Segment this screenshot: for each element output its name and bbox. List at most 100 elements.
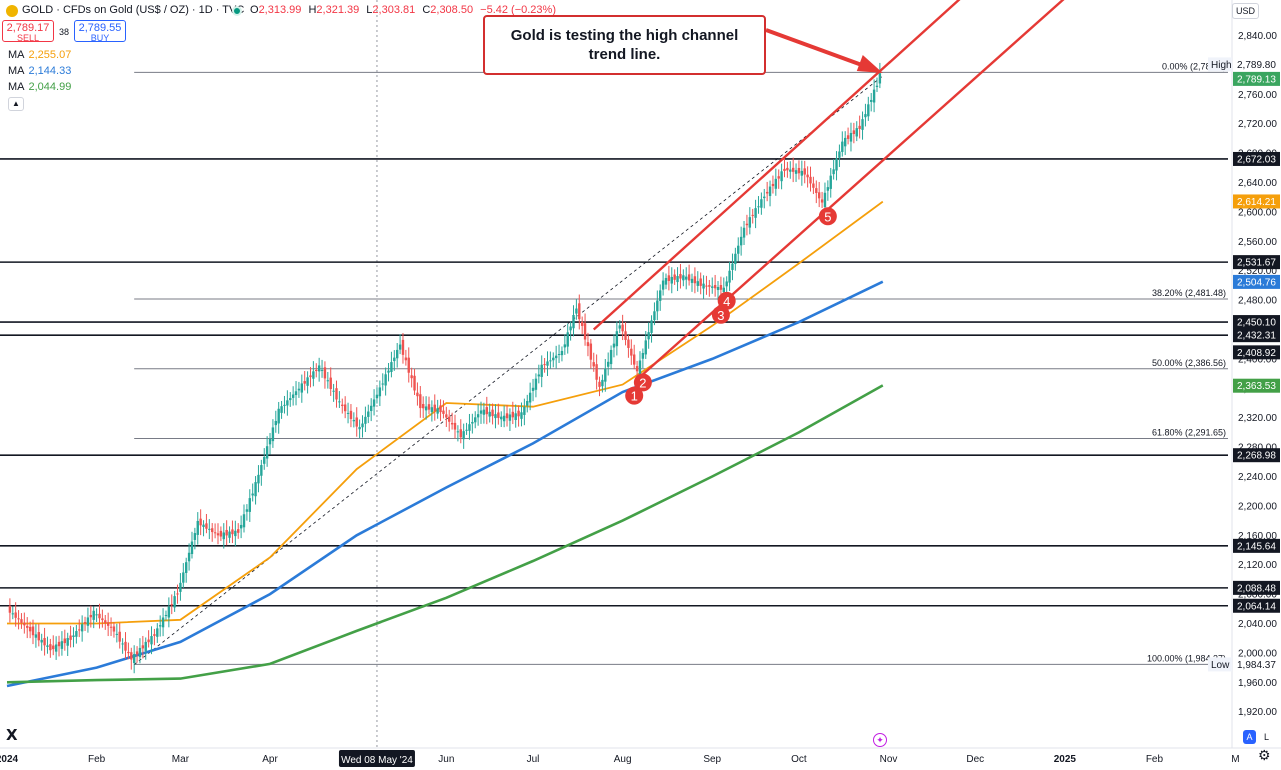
y-tick-label: 2,160.00	[1238, 531, 1277, 542]
sell-button[interactable]: 2,789.17 SELL	[2, 20, 54, 43]
buy-button[interactable]: 2,789.55 BUY	[74, 20, 126, 43]
chevron-up-icon[interactable]: ▲	[8, 97, 24, 111]
currency-selector[interactable]: USD	[1232, 3, 1259, 19]
ma-value-1: 2,255.07	[28, 49, 72, 61]
candle-body	[719, 285, 723, 290]
y-tick-label: 2,320.00	[1238, 413, 1277, 424]
candle-body	[222, 532, 225, 540]
candle-body	[135, 651, 139, 655]
gold-symbol-icon	[6, 5, 18, 17]
fib-level-label: 38.20% (2,481.48)	[1152, 288, 1226, 298]
candle-body	[517, 410, 520, 417]
candle-body	[60, 641, 64, 649]
annotation-callout: Gold is testing the high channel trend l…	[483, 15, 766, 75]
axis-price-label: 2,408.92	[1237, 348, 1276, 359]
log-scale-button[interactable]: L	[1263, 732, 1269, 742]
candle-body	[797, 167, 801, 174]
candle-body	[453, 422, 457, 430]
candle-body	[820, 199, 824, 203]
candle-body	[401, 339, 405, 355]
axis-price-label: 2,789.13	[1237, 74, 1276, 85]
level-price-label-bg	[1233, 315, 1280, 330]
candle-body	[757, 206, 760, 208]
gear-icon[interactable]: ⚙	[1258, 747, 1271, 763]
y-tick-label: 2,480.00	[1238, 296, 1277, 307]
candle-body	[826, 187, 830, 191]
candle-body	[777, 176, 780, 179]
candle-body	[575, 308, 578, 314]
candle-body	[656, 300, 659, 312]
touch-marker-label: 2	[639, 375, 646, 390]
axis-price-label: 2,789.80	[1237, 60, 1276, 71]
candle-body	[471, 421, 474, 424]
candle-body	[367, 411, 370, 417]
ma-legend-2[interactable]: MA 2,144.33	[8, 65, 72, 77]
axis-price-label: 2,504.76	[1237, 277, 1276, 288]
candle-body	[8, 605, 12, 613]
x-tick-label: Oct	[791, 754, 807, 765]
candle-body	[794, 170, 798, 174]
auto-scale-button[interactable]: A	[1243, 730, 1256, 744]
y-tick-label: 2,240.00	[1238, 472, 1277, 483]
candle-body	[43, 637, 46, 646]
candle-body	[436, 408, 439, 414]
y-tick-label: 2,760.00	[1238, 90, 1277, 101]
candle-body	[841, 141, 844, 152]
candle-body	[433, 404, 436, 411]
symbol-title[interactable]: GOLD · CFDs on Gold (US$ / OZ) · 1D · TV…	[22, 4, 245, 16]
candle-body	[760, 199, 763, 208]
candle-body	[699, 278, 702, 286]
candle-body	[378, 387, 382, 397]
candle-body	[213, 532, 217, 534]
candle-body	[315, 369, 318, 371]
x-tick-label: Wed 08 May '24	[341, 755, 413, 766]
candle-body	[219, 530, 223, 537]
candle-body	[774, 178, 778, 189]
candle-body	[390, 362, 393, 372]
candle-body	[164, 615, 168, 617]
candle-body	[685, 276, 688, 280]
candle-body	[320, 369, 324, 371]
candle-body	[66, 638, 69, 646]
axis-tag-bg	[1208, 57, 1232, 72]
candle-body	[569, 326, 572, 331]
market-status-icon[interactable]	[232, 6, 242, 16]
candle-body	[589, 343, 593, 360]
magnet-icon[interactable]: ✦	[873, 733, 887, 747]
candle-body	[875, 85, 879, 87]
ma-value-2: 2,144.33	[28, 65, 72, 77]
axis-price-label: 1,984.37	[1237, 660, 1276, 671]
candle-body	[780, 171, 783, 182]
candle-body	[407, 357, 410, 373]
candle-body	[106, 622, 110, 626]
candle-body	[237, 529, 240, 533]
level-price-label-bg	[1233, 448, 1280, 463]
axis-price-label-bg	[1233, 345, 1280, 360]
candle-body	[286, 400, 289, 406]
candle-body	[346, 412, 350, 414]
candle-body	[265, 446, 269, 459]
touch-marker-label: 4	[723, 294, 730, 309]
candle-body	[121, 643, 124, 645]
ma-legend-1[interactable]: MA 2,255.07	[8, 49, 72, 61]
level-price-label-bg	[1233, 151, 1280, 166]
candle-body	[520, 412, 523, 419]
candle-body	[381, 383, 384, 385]
close-value: 2,308.50	[430, 4, 474, 16]
candle-body	[474, 417, 477, 423]
x-tick-label: 2025	[1054, 754, 1077, 765]
candle-body	[546, 361, 549, 366]
candle-body	[144, 641, 147, 651]
candle-body	[280, 406, 283, 413]
candle-body	[190, 541, 194, 555]
ma-legend-3[interactable]: MA 2,044.99	[8, 81, 72, 93]
candle-body	[442, 410, 445, 414]
candle-body	[650, 320, 653, 333]
candle-body	[413, 375, 416, 391]
candle-body	[653, 311, 656, 321]
candle-body	[670, 276, 673, 284]
tradingview-logo-icon[interactable]: 𝗫	[6, 727, 18, 744]
candle-body	[98, 613, 101, 619]
y-tick-label: 2,640.00	[1238, 178, 1277, 189]
